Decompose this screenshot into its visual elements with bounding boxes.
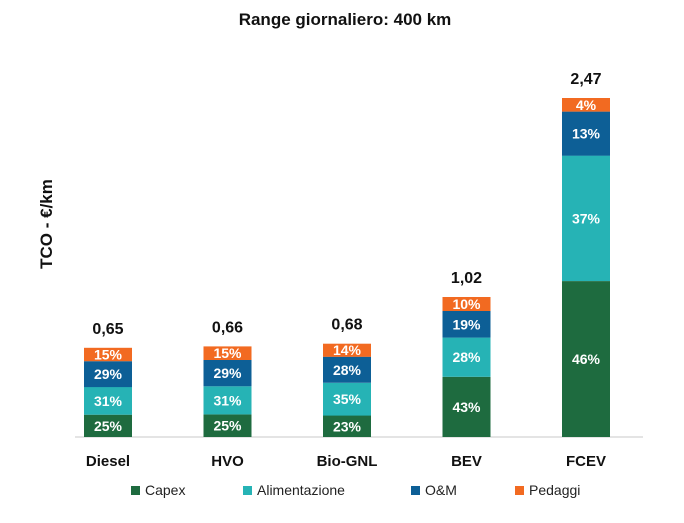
segment-data-label: 31%	[213, 392, 242, 408]
x-tick-label: Diesel	[86, 453, 130, 470]
segment-data-label: 46%	[572, 351, 601, 367]
bar-segment-pedaggi	[84, 347, 132, 362]
chart-title: Range giornaliero: 400 km	[239, 10, 452, 29]
total-data-label: 0,68	[331, 317, 362, 334]
legend-item-pedaggi: Pedaggi	[515, 482, 580, 498]
segment-data-label: 29%	[213, 365, 242, 381]
legend-swatch	[131, 486, 140, 495]
legend-label: Capex	[145, 482, 185, 498]
bar-segment-o-m	[562, 111, 610, 156]
segment-data-label: 28%	[333, 362, 362, 378]
total-data-label: 1,02	[451, 270, 482, 287]
segment-data-label: 15%	[213, 345, 242, 361]
segment-data-label: 10%	[452, 296, 481, 312]
bar-segment-pedaggi	[562, 98, 610, 112]
bar-segment-pedaggi	[203, 346, 252, 360]
legend-swatch	[243, 486, 252, 495]
bar-stack-bev: 43% 28% 19% 10% 1,02 BEV	[442, 270, 491, 470]
x-tick-label: FCEV	[566, 453, 606, 470]
legend-swatch	[411, 486, 420, 495]
segment-data-label: 35%	[333, 391, 362, 407]
segment-data-label: 31%	[94, 393, 123, 409]
y-axis-label: TCO - €/km	[37, 179, 56, 269]
segment-data-label: 25%	[213, 418, 242, 434]
bar-segment-capex	[442, 376, 491, 437]
x-tick-label: HVO	[211, 453, 244, 470]
segment-data-label: 19%	[452, 316, 481, 332]
legend-label: Pedaggi	[529, 482, 580, 498]
bar-segment-capex	[203, 414, 252, 437]
total-data-label: 0,65	[92, 321, 123, 338]
segment-data-label: 15%	[94, 347, 123, 363]
bar-stack-bio-gnl: 23% 35% 28% 14% 0,68 Bio-GNL	[317, 317, 378, 470]
total-data-label: 0,66	[212, 319, 243, 336]
bar-segment-alimentazione	[203, 386, 252, 415]
segment-data-label: 4%	[576, 97, 597, 113]
x-tick-label: BEV	[451, 453, 482, 470]
bar-segment-o-m	[84, 361, 132, 388]
bar-segment-capex	[84, 414, 132, 437]
bar-segment-o-m	[203, 360, 252, 387]
bar-segment-alimentazione	[84, 387, 132, 415]
legend-item-alimentazione: Alimentazione	[243, 482, 345, 498]
legend-label: O&M	[425, 482, 457, 498]
segment-data-label: 28%	[452, 349, 481, 365]
segment-data-label: 37%	[572, 210, 601, 226]
legend: Capex Alimentazione O&M Pedaggi	[131, 482, 580, 498]
segment-data-label: 29%	[94, 366, 123, 382]
segment-data-label: 23%	[333, 418, 362, 434]
bar-stack-hvo: 25% 31% 29% 15% 0,66 HVO	[203, 319, 252, 470]
legend-label: Alimentazione	[257, 482, 345, 498]
bars-group: 25% 31% 29% 15% 0,65 Diesel 25% 31% 29% 15% 0,66 HV…	[84, 71, 610, 470]
legend-item-capex: Capex	[131, 482, 185, 498]
bar-segment-o-m	[442, 311, 491, 338]
segment-data-label: 14%	[333, 342, 362, 358]
bar-segment-alimentazione	[562, 155, 610, 281]
bar-segment-alimentazione	[442, 337, 491, 377]
total-data-label: 2,47	[570, 71, 601, 88]
bar-segment-capex	[323, 415, 371, 437]
bar-segment-pedaggi	[323, 343, 371, 357]
bar-segment-alimentazione	[323, 382, 371, 416]
x-tick-label: Bio-GNL	[317, 453, 378, 470]
segment-data-label: 13%	[572, 126, 601, 142]
bar-stack-fcev: 46% 37% 13% 4% 2,47 FCEV	[562, 71, 610, 470]
bar-stack-diesel: 25% 31% 29% 15% 0,65 Diesel	[84, 321, 132, 470]
bar-segment-o-m	[323, 356, 371, 383]
legend-swatch	[515, 486, 524, 495]
bar-segment-capex	[562, 281, 610, 437]
segment-data-label: 25%	[94, 418, 123, 434]
segment-data-label: 43%	[452, 399, 481, 415]
legend-item-o-m: O&M	[411, 482, 457, 498]
bar-segment-pedaggi	[442, 297, 491, 311]
